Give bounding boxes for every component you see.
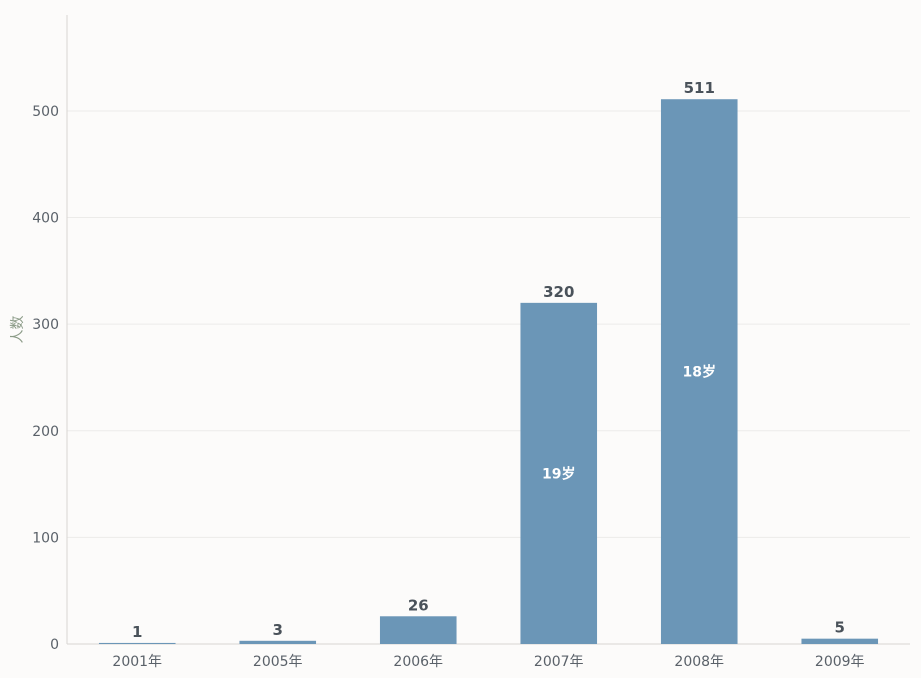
bar (98, 642, 176, 644)
bar (379, 616, 457, 644)
y-tick-label: 0 (50, 637, 59, 653)
y-axis-title: 人数 (10, 316, 26, 344)
x-tick-label: 2007年 (534, 654, 584, 670)
y-tick-label: 500 (32, 104, 59, 120)
bar-value-label: 5 (835, 619, 845, 637)
bar-inner-label: 18岁 (683, 364, 716, 381)
x-tick-label: 2005年 (253, 654, 303, 670)
x-tick-label: 2009年 (815, 654, 865, 670)
bar-value-label: 26 (408, 596, 429, 614)
x-tick-label: 2001年 (112, 654, 162, 670)
y-tick-label: 100 (32, 530, 59, 546)
bar-inner-label: 19岁 (542, 465, 575, 482)
x-tick-label: 2008年 (674, 654, 724, 670)
bar-value-label: 320 (543, 283, 574, 301)
bar (801, 638, 879, 644)
bar-value-label: 511 (684, 79, 715, 97)
x-tick-label: 2006年 (393, 654, 443, 670)
y-tick-labels: 0 100 200 300 400 500 (32, 104, 59, 653)
bar (660, 99, 738, 644)
bar-value-label: 3 (273, 621, 283, 639)
y-tick-label: 200 (32, 424, 59, 440)
bar-value-label: 1 (132, 623, 142, 641)
grid-lines (67, 110, 910, 538)
bars: 1 3 26 320 19岁 511 18岁 5 (98, 79, 879, 644)
bar (520, 302, 598, 644)
x-tick-labels: 2001年 2005年 2006年 2007年 2008年 2009年 (112, 654, 864, 670)
y-tick-label: 300 (32, 317, 59, 333)
bar (239, 640, 317, 644)
y-tick-label: 400 (32, 211, 59, 227)
